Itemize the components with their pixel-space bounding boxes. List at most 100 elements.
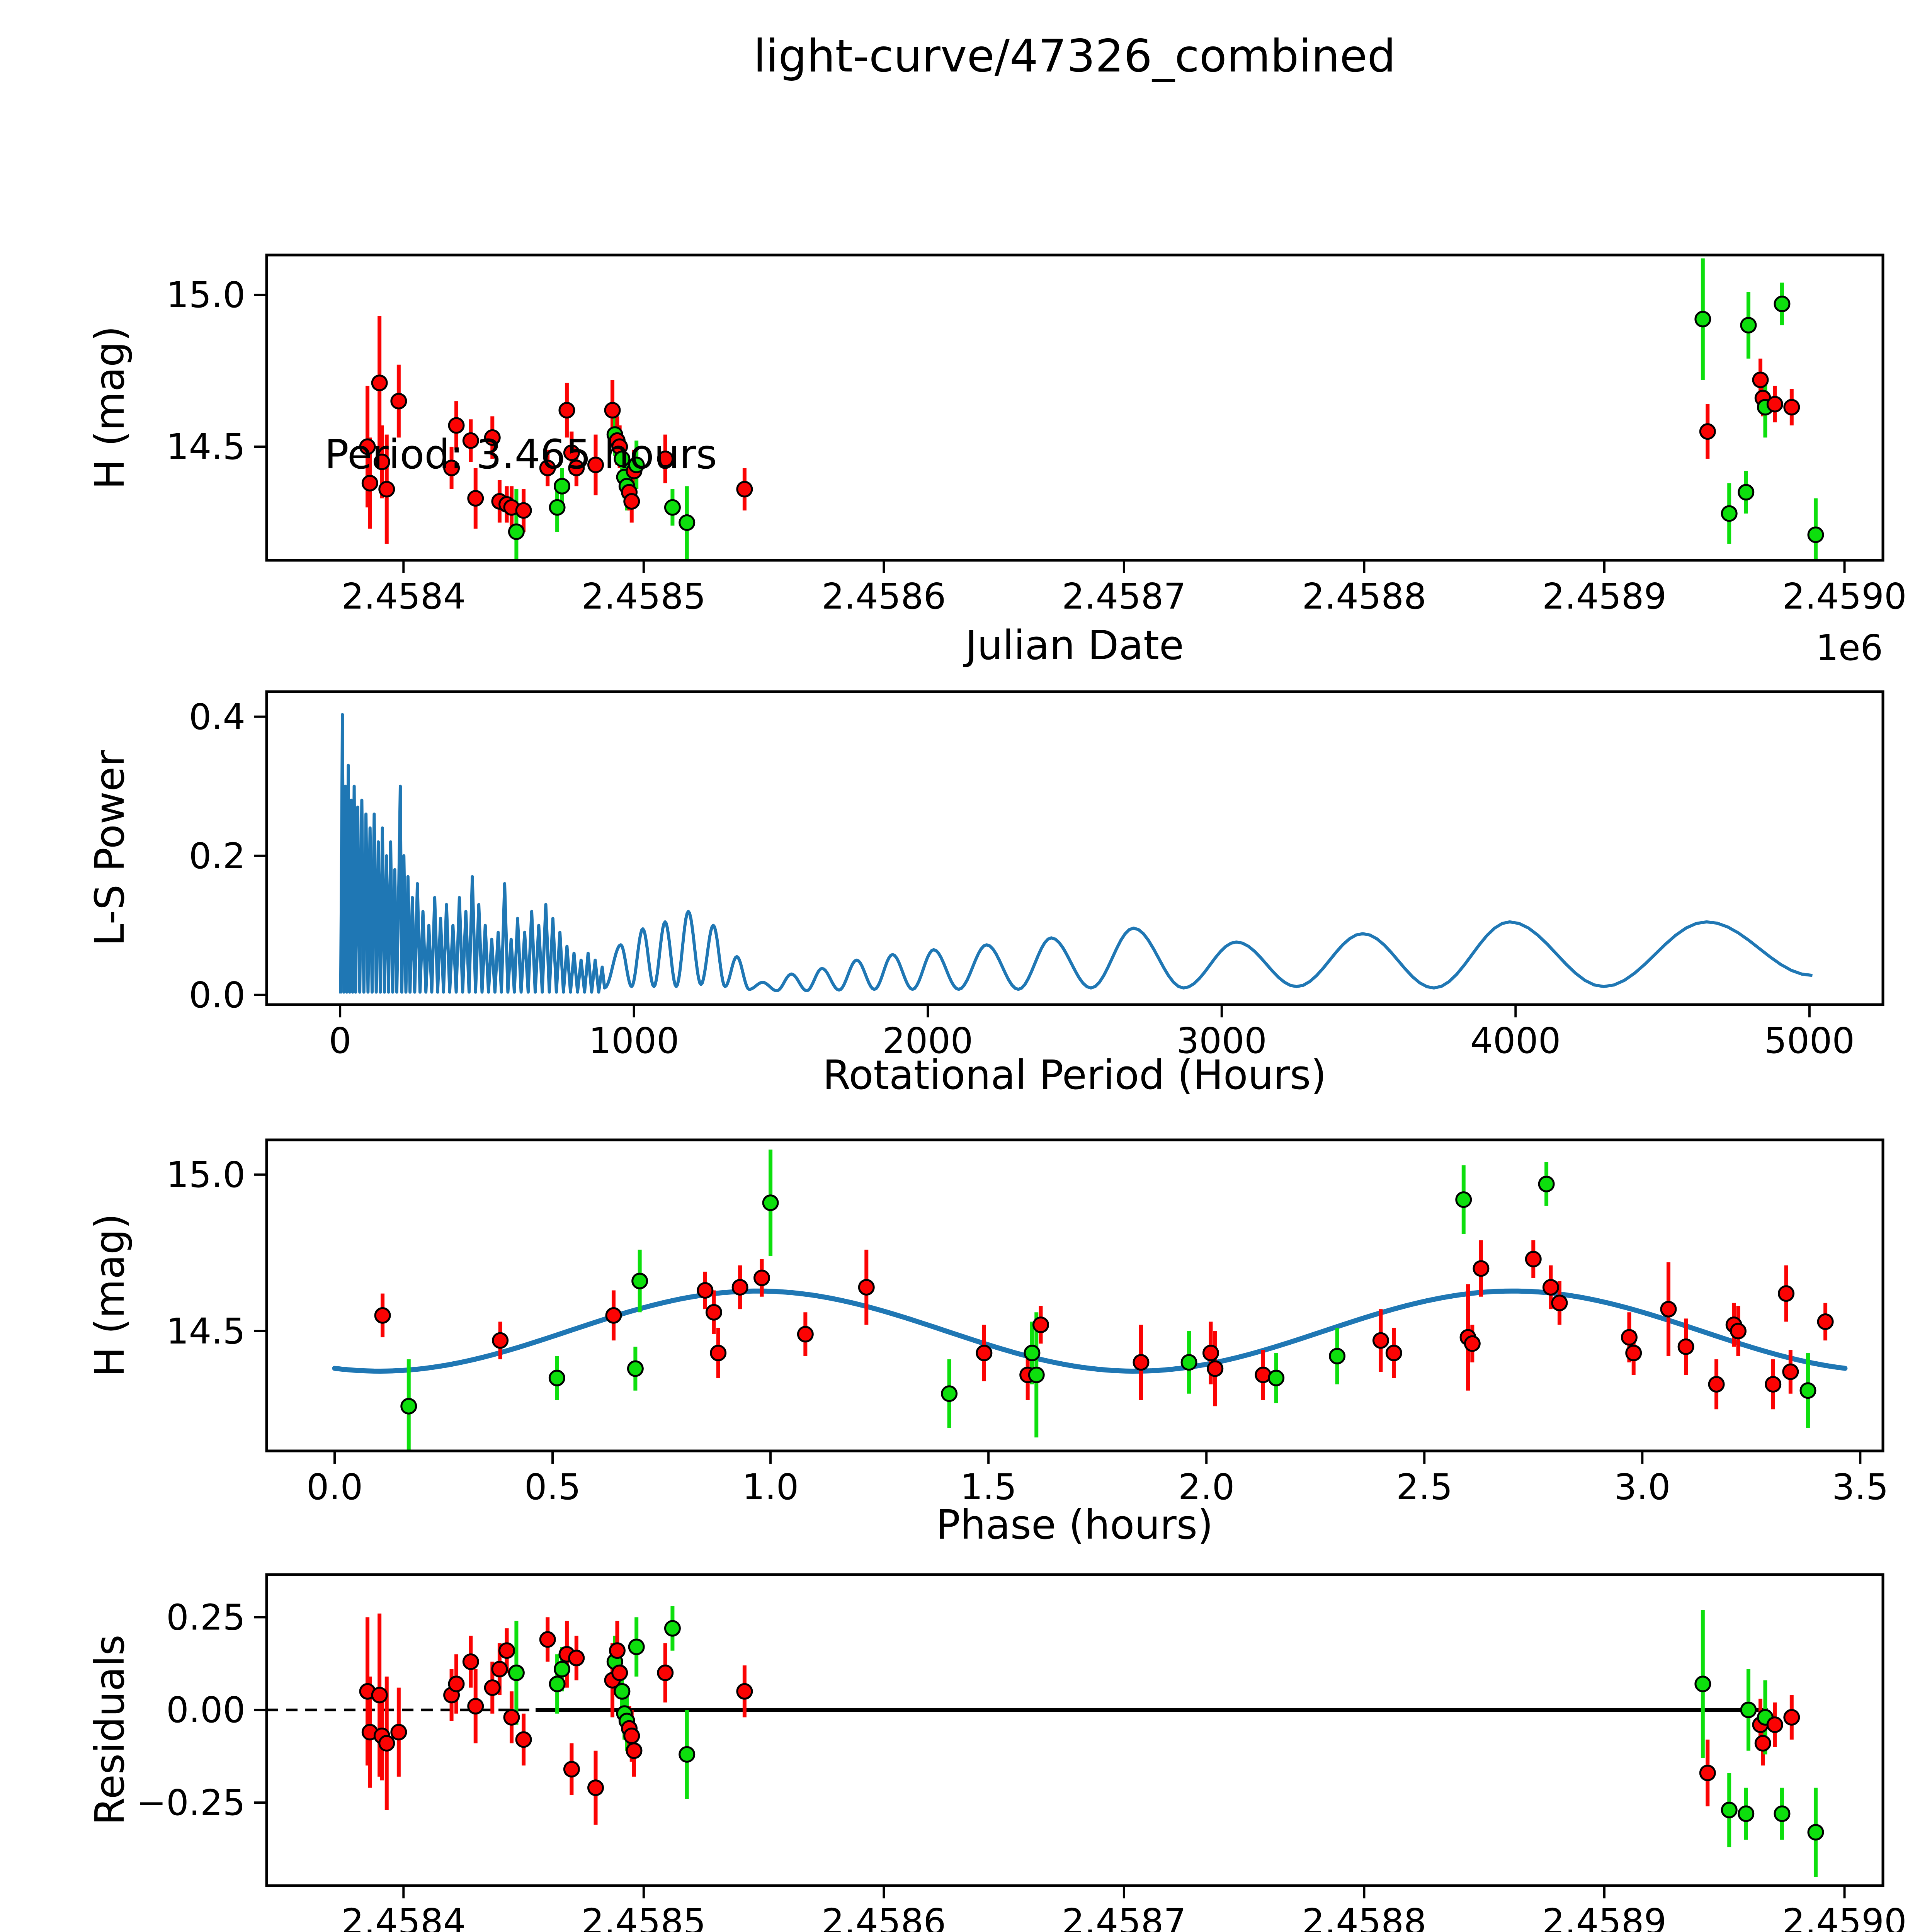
data-point-marker: [558, 402, 575, 419]
p2-x-tick-label: 5000: [1764, 1020, 1855, 1061]
data-point-marker: [498, 1642, 515, 1659]
p4-x-tick-label: 2.4586: [821, 1901, 946, 1932]
p1-x-tick-label: 2.4588: [1302, 576, 1427, 617]
p4-x-tick-label: 2.4585: [582, 1901, 706, 1932]
p4-frame: [265, 1573, 1884, 1887]
data-point-marker: [628, 1638, 645, 1655]
data-point-marker: [448, 417, 465, 434]
data-point-marker: [400, 1398, 417, 1415]
p3-x-tick-label: 3.5: [1832, 1466, 1888, 1508]
data-point-marker: [1551, 1294, 1568, 1311]
period-annotation: Period: 3.465 hours: [325, 431, 717, 478]
data-point-marker: [1721, 505, 1738, 522]
p3-y-axis-label: H (mag): [86, 1213, 133, 1377]
data-point-marker: [1385, 1345, 1402, 1362]
data-point-marker: [549, 1675, 566, 1692]
data-point-marker: [1207, 1360, 1224, 1377]
data-point-marker: [1028, 1366, 1045, 1383]
data-point-marker: [1754, 1735, 1771, 1752]
data-point-marker: [1782, 1363, 1799, 1380]
p2-x-tick-label: 3000: [1177, 1020, 1267, 1061]
figure-title: light-curve/47326_combined: [753, 30, 1396, 82]
p3-x-tick-label: 0.5: [524, 1466, 581, 1508]
data-point-marker: [503, 1709, 520, 1726]
jd-magnitude-panel-data: [359, 258, 1824, 560]
p2-x-tick-label: 2000: [883, 1020, 973, 1061]
data-point-marker: [492, 1332, 509, 1349]
data-point-marker: [731, 1279, 748, 1296]
p3-x-tick-label: 1.0: [742, 1466, 799, 1508]
data-point-marker: [371, 1687, 388, 1704]
data-point-marker: [705, 1304, 722, 1321]
p1-x-tick-label: 2.4590: [1782, 576, 1907, 617]
data-point-marker: [568, 459, 585, 476]
p1-x-axis-label: Julian Date: [963, 622, 1184, 669]
data-point-marker: [1329, 1348, 1346, 1365]
data-point-marker: [1464, 1335, 1481, 1352]
data-point-marker: [587, 1779, 604, 1796]
data-point-marker: [1799, 1382, 1816, 1399]
data-point-marker: [484, 1679, 501, 1696]
p3-x-tick-label: 2.5: [1396, 1466, 1452, 1508]
data-point-marker: [554, 478, 571, 495]
data-point-marker: [679, 514, 696, 531]
data-point-marker: [657, 1664, 674, 1681]
p3-x-tick-label: 0.0: [306, 1466, 363, 1508]
data-point-marker: [1699, 1764, 1716, 1781]
data-point-marker: [1765, 1376, 1782, 1393]
data-point-marker: [1740, 317, 1757, 334]
data-point-marker: [378, 481, 395, 498]
p3-frame: [265, 1138, 1884, 1452]
axes-frames: [265, 253, 1884, 1887]
data-point-marker: [1625, 1345, 1642, 1362]
data-point-marker: [1778, 1285, 1795, 1302]
p1-x-tick-label: 2.4584: [341, 576, 466, 617]
data-point-marker: [614, 450, 631, 467]
data-point-marker: [664, 499, 681, 516]
data-point-marker: [976, 1345, 993, 1362]
p1-y-tick-label: 14.5: [166, 426, 245, 468]
data-point-marker: [611, 1664, 628, 1681]
p2-x-tick-label: 4000: [1470, 1020, 1561, 1061]
data-point-marker: [443, 459, 460, 476]
data-point-marker: [1766, 1716, 1783, 1733]
data-point-marker: [1677, 1338, 1694, 1355]
data-point-marker: [587, 456, 604, 473]
data-point-marker: [710, 1345, 727, 1362]
data-point-marker: [858, 1279, 875, 1296]
p1-x-tick-label: 2.4585: [582, 576, 706, 617]
p2-y-tick-label: 0.0: [189, 975, 245, 1016]
data-point-marker: [1372, 1332, 1389, 1349]
phase-panel-data: [332, 1150, 1848, 1451]
data-point-marker: [568, 1650, 585, 1667]
data-point-marker: [697, 1282, 714, 1299]
data-point-marker: [753, 1269, 770, 1286]
data-point-marker: [605, 1307, 622, 1324]
p3-x-axis-label: Phase (hours): [936, 1501, 1213, 1548]
data-point-marker: [539, 459, 556, 476]
data-point-marker: [1730, 1323, 1747, 1340]
data-point-marker: [1180, 1354, 1197, 1371]
data-point-marker: [1738, 1805, 1755, 1822]
data-point-marker: [1740, 1701, 1757, 1718]
data-point-marker: [941, 1385, 958, 1402]
data-point-marker: [614, 1683, 631, 1700]
data-point-marker: [378, 1735, 395, 1752]
data-point-marker: [508, 523, 525, 540]
data-point-marker: [484, 429, 501, 446]
data-point-marker: [609, 1642, 626, 1659]
p4-y-tick-label: −0.25: [136, 1782, 245, 1823]
data-point-marker: [374, 1307, 391, 1324]
data-point-marker: [1721, 1801, 1738, 1818]
p1-frame: [265, 253, 1884, 562]
data-point-marker: [563, 1761, 580, 1778]
data-point-marker: [462, 1653, 479, 1670]
data-point-marker: [467, 490, 484, 507]
p1-x-tick-label: 2.4587: [1062, 576, 1186, 617]
data-point-marker: [508, 1664, 525, 1681]
data-point-marker: [361, 474, 378, 492]
p3-y-tick-label: 15.0: [166, 1154, 245, 1196]
data-point-marker: [628, 456, 645, 473]
data-point-marker: [462, 432, 479, 449]
